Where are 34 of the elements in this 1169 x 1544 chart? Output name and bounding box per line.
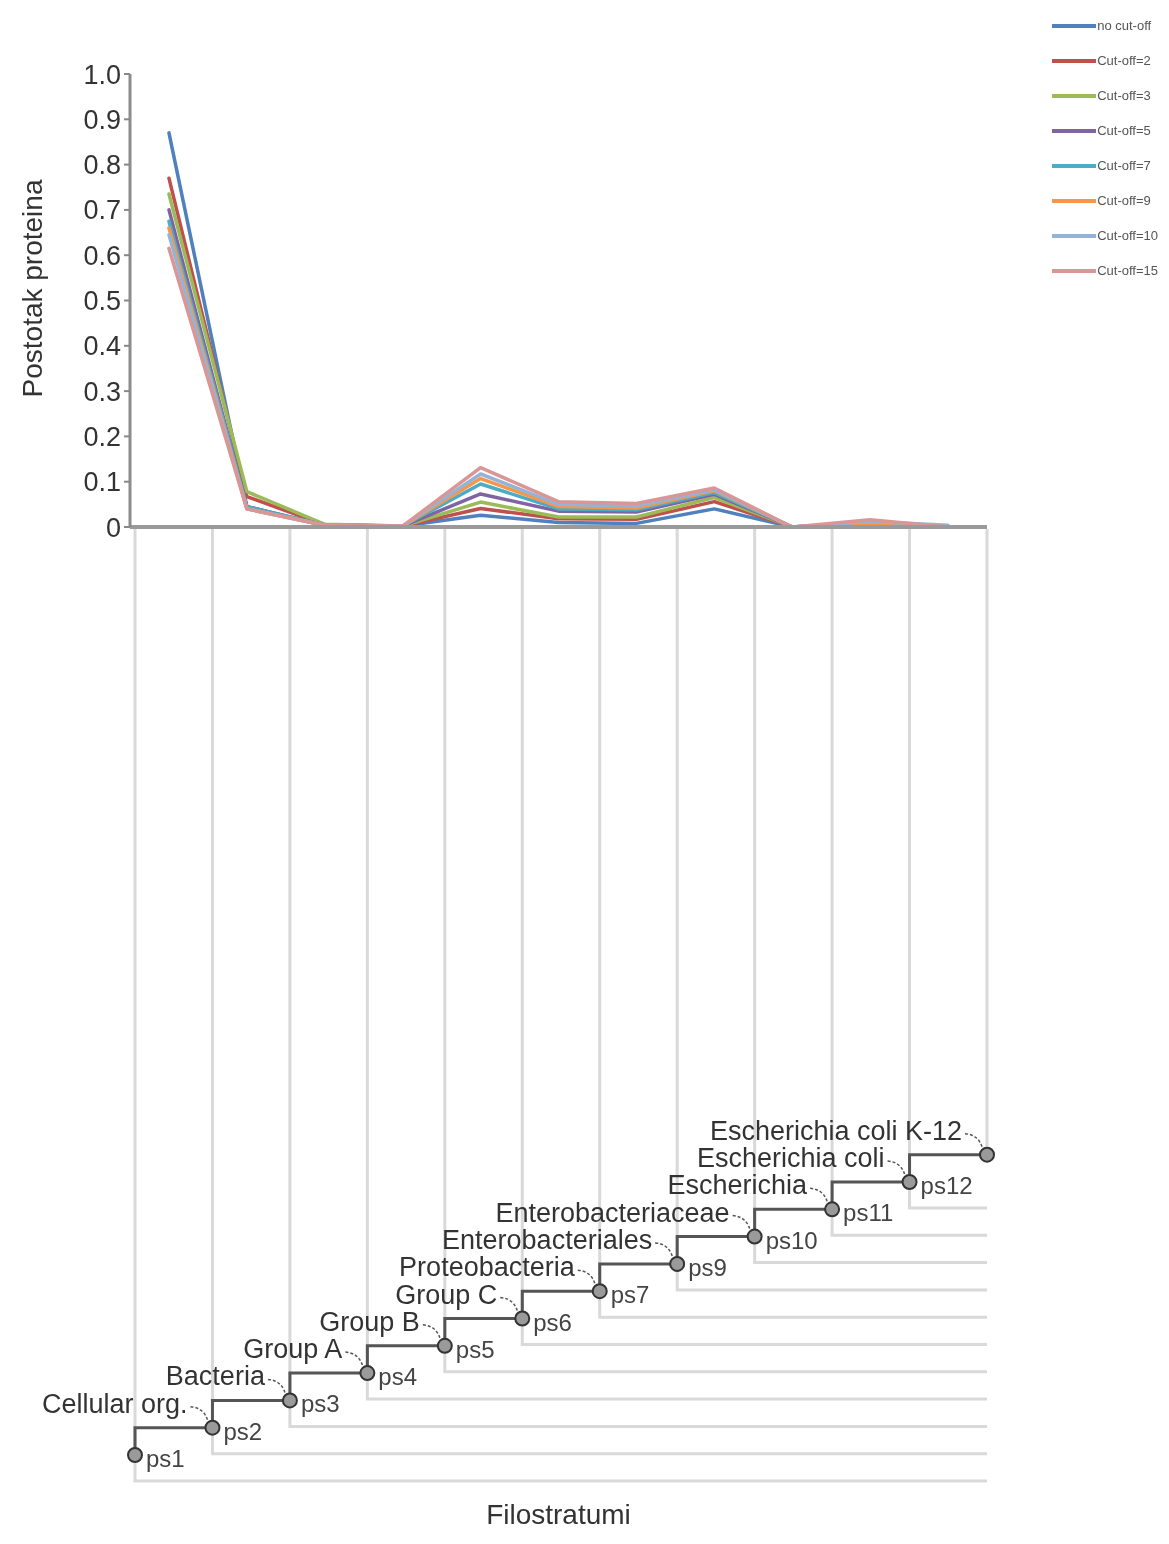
text: ps12	[920, 1171, 973, 1199]
y-tick-label: 0.2	[83, 421, 121, 452]
y-tick-label: 0.4	[83, 331, 121, 362]
text: ps1	[146, 1444, 185, 1472]
legend-label: Cut-off=2	[1097, 53, 1151, 68]
text: ps6	[533, 1308, 572, 1335]
text: ps2	[223, 1417, 263, 1445]
text: ps5	[455, 1335, 495, 1363]
text: ps4	[378, 1362, 418, 1390]
y-tick-label: 0.8	[83, 150, 121, 181]
y-axis-title: Postotak proteina	[16, 179, 48, 398]
y-tick-label: 0.9	[83, 104, 121, 135]
y-tick-label: 0.5	[83, 286, 121, 317]
y-tick-label: 1.0	[83, 59, 121, 90]
legend-label: Cut-off=7	[1097, 158, 1151, 173]
text: Filostratumi	[486, 1499, 631, 1530]
text: ps7	[610, 1280, 650, 1308]
y-tick-label: 0.7	[83, 195, 121, 226]
y-tick-label: 0.6	[83, 240, 121, 271]
legend-label: no cut-off	[1097, 18, 1152, 33]
legend-label: Cut-off=5	[1097, 123, 1151, 138]
text: ps9	[688, 1253, 727, 1281]
y-tick-label: 0.1	[83, 467, 121, 498]
legend-label: Cut-off=15	[1097, 263, 1158, 278]
text: Escherichia coli	[696, 1143, 885, 1173]
text: ps11	[843, 1198, 894, 1226]
legend-label: Cut-off=3	[1097, 88, 1151, 103]
text: Escherichia coli K-12	[709, 1115, 962, 1146]
text: ps3	[300, 1389, 340, 1417]
legend-label: Cut-off=10	[1097, 228, 1158, 243]
y-tick-label: 0.3	[83, 376, 121, 407]
text: ps10	[765, 1226, 818, 1254]
y-tick-label: 0	[105, 512, 121, 543]
legend-label: Cut-off=9	[1097, 193, 1151, 208]
